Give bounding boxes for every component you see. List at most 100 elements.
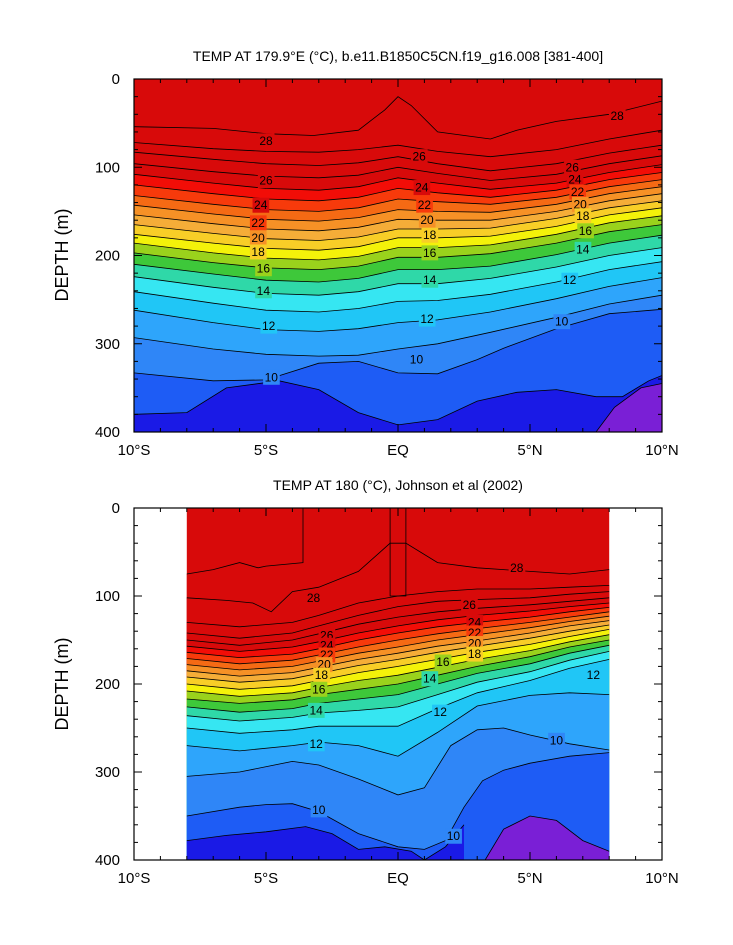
- top-panel-contour-label-layer: 2828262626242424222222202020181818161616…: [249, 108, 626, 385]
- top-contour-label-bg: [421, 245, 439, 261]
- bottom-contour-label: 14: [423, 672, 437, 686]
- top-contour-label-bg: [561, 272, 579, 288]
- top-contour-label: 24: [568, 173, 582, 187]
- top-contour-label: 20: [251, 231, 265, 245]
- top-contour-label: 14: [576, 242, 590, 256]
- top-contour-label: 22: [418, 198, 432, 212]
- bottom-contour-label: 10: [550, 733, 564, 747]
- top-contour-label: 28: [610, 109, 624, 123]
- bottom-panel-y-axis-label: DEPTH (m): [52, 638, 72, 731]
- bottom-y-tick-label: 300: [95, 764, 120, 781]
- bottom-panel-tick-layer: 10°S 5°S EQ 5°N 10°N 0 100 200 300 400: [95, 500, 679, 887]
- bottom-contour-label-bg: [461, 597, 478, 613]
- bottom-fill-below-9: [186, 824, 464, 860]
- bottom-panel-contour-label-layer: 2828262624242222202018181616141412121210…: [305, 560, 602, 844]
- top-contour-label: 10: [410, 353, 424, 367]
- bottom-isotherm-17-13: [186, 634, 610, 697]
- bottom-panel-title: TEMP AT 180 (°C), Johnson et al (2002): [273, 477, 523, 493]
- top-panel-tick-layer: 10°S 5°S EQ 5°N 10°N 0 100 200 300 400: [95, 71, 679, 459]
- top-contour-label-bg: [249, 230, 267, 246]
- bottom-isotherm-8-22: [484, 815, 610, 860]
- top-x-tick-label: 5°N: [517, 442, 542, 459]
- top-contour-label: 26: [566, 160, 580, 174]
- top-contour-label-bg: [410, 149, 428, 165]
- bottom-x-tick-label: 5°S: [254, 870, 278, 887]
- top-contour-label-bg: [255, 261, 272, 277]
- top-contour-label-bg: [569, 184, 587, 200]
- top-contour-label-bg: [255, 283, 272, 299]
- top-contour-label: 22: [251, 216, 265, 230]
- bottom-contour-label: 18: [315, 668, 329, 682]
- bottom-x-tick-label: 10°N: [645, 870, 679, 887]
- bottom-y-tick-label: 400: [95, 852, 120, 869]
- top-x-tick-label: 5°S: [254, 442, 278, 459]
- bottom-contour-label: 28: [307, 591, 321, 605]
- top-y-tick-label: 0: [112, 71, 120, 88]
- bottom-contour-label: 10: [447, 829, 461, 843]
- bottom-y-tick-label: 0: [112, 500, 120, 517]
- top-contour-label-bg: [421, 227, 439, 243]
- top-contour-label: 20: [420, 213, 434, 227]
- top-contour-label: 18: [423, 228, 437, 242]
- bottom-fill-below-8: [485, 816, 610, 860]
- bottom-isotherm-10-20: [186, 752, 610, 850]
- top-contour-label: 28: [259, 134, 273, 148]
- top-isotherm-15-13: [134, 234, 662, 283]
- bottom-contour-label-bg: [585, 667, 602, 683]
- bottom-panel-isotherm-layer: [186, 508, 610, 860]
- top-contour-label: 26: [412, 150, 426, 164]
- top-isotherm-14-14: [134, 247, 662, 296]
- bottom-isotherm-9-21: [186, 824, 465, 860]
- top-contour-label: 24: [254, 198, 268, 212]
- bottom-contour-label-bg: [466, 646, 484, 662]
- top-isotherm-17-11: [134, 215, 662, 261]
- bottom-isotherm-23-7: [186, 607, 610, 659]
- top-contour-label: 16: [257, 262, 271, 276]
- top-contour-label-bg: [416, 197, 433, 213]
- bottom-contour-label: 12: [587, 668, 601, 682]
- top-contour-label-bg: [413, 180, 431, 196]
- bottom-isotherm-29-0: [186, 508, 304, 575]
- top-isotherm-9-19: [134, 375, 662, 426]
- bottom-isotherm-25-5: [186, 597, 610, 646]
- bottom-contour-label: 14: [309, 703, 323, 717]
- bottom-contour-label-bg: [548, 732, 565, 748]
- bottom-contour-label-bg: [421, 671, 439, 687]
- bottom-y-tick-label: 100: [95, 588, 120, 605]
- bottom-isotherm-14-16: [186, 651, 610, 722]
- top-contour-label-bg: [608, 108, 626, 124]
- top-contour-label: 12: [563, 273, 577, 287]
- bottom-contour-label-bg: [310, 681, 328, 697]
- top-contour-label: 12: [420, 312, 434, 326]
- top-contour-label: 20: [573, 197, 587, 211]
- top-y-tick-label: 400: [95, 424, 120, 441]
- bottom-x-tick-label: 5°N: [517, 870, 542, 887]
- bottom-contour-label-bg: [432, 704, 449, 720]
- top-contour-label: 14: [257, 284, 271, 298]
- bottom-contour-label-bg: [313, 667, 330, 683]
- top-contour-label: 18: [251, 245, 265, 259]
- bottom-x-tick-label: EQ: [387, 870, 409, 887]
- top-y-tick-label: 300: [95, 336, 120, 353]
- bottom-contour-label: 12: [434, 705, 448, 719]
- top-contour-label-bg: [249, 215, 267, 231]
- bottom-isotherm-18-12: [186, 629, 610, 690]
- bottom-contour-label-bg: [508, 560, 526, 576]
- bottom-contour-label-bg: [307, 702, 325, 718]
- top-panel-y-axis-label: DEPTH (m): [52, 209, 72, 302]
- bottom-contour-label-bg: [307, 736, 325, 752]
- top-isotherm-18-10: [134, 207, 662, 251]
- top-isotherm-19-9: [134, 200, 662, 241]
- bottom-isotherm-16-14: [186, 639, 610, 704]
- top-contour-label: 10: [555, 315, 569, 329]
- bottom-contour-label: 16: [436, 655, 450, 669]
- top-contour-label-bg: [418, 212, 436, 228]
- bottom-contour-label: 12: [309, 737, 323, 751]
- bottom-contour-label: 26: [463, 598, 477, 612]
- top-isotherm-11-17: [134, 294, 662, 357]
- top-contour-panel: TEMP AT 179.9°E (°C), b.e11.B1850C5CN.f1…: [52, 48, 679, 459]
- top-contour-label: 12: [262, 319, 276, 333]
- bottom-isotherm-19-11: [186, 624, 610, 683]
- top-contour-label: 18: [576, 209, 590, 223]
